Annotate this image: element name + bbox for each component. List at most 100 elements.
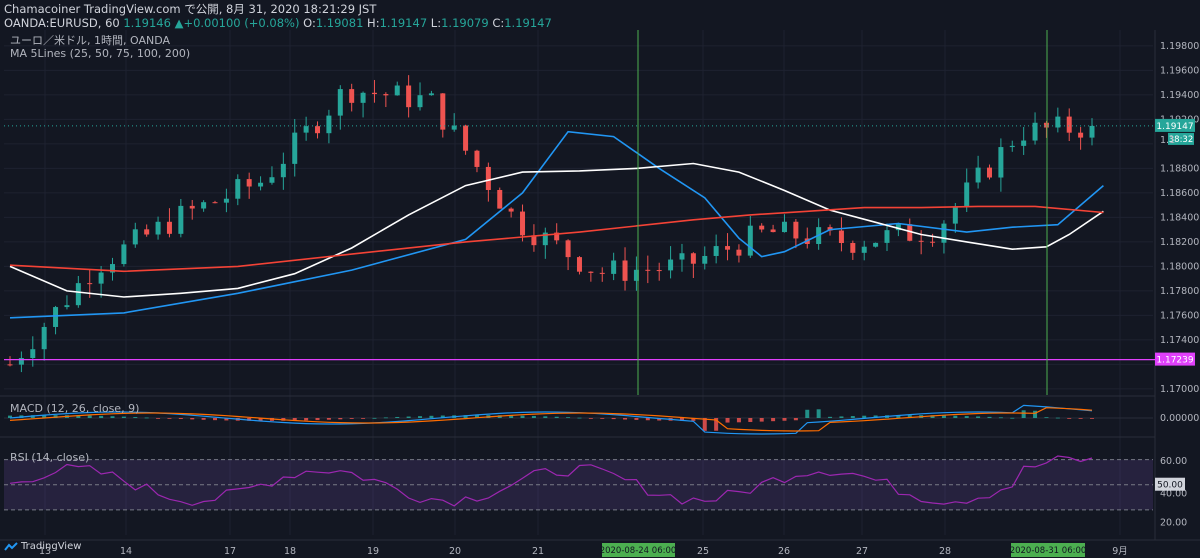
candle-body — [360, 92, 366, 103]
macd-histogram-bar — [76, 415, 81, 418]
macd-histogram-bar — [361, 418, 366, 419]
time-tick-label: 21 — [532, 546, 544, 557]
candle-body — [463, 125, 469, 151]
last-price: 1.19146 — [123, 16, 171, 30]
macd-histogram-bar — [1090, 418, 1094, 419]
macd-histogram-bar — [440, 415, 445, 418]
candle-body — [394, 85, 400, 96]
candle — [986, 164, 992, 180]
macd-histogram-bar — [463, 415, 468, 418]
candle — [98, 265, 104, 298]
macd-histogram-bar — [395, 416, 400, 418]
macd-histogram-bar — [531, 415, 536, 418]
price-tick-label: 1.17400 — [1160, 335, 1199, 346]
candle-body — [440, 93, 446, 130]
brand-label: TradingView — [21, 541, 82, 552]
candle — [30, 336, 36, 367]
macd-histogram-bar — [372, 417, 377, 419]
candle — [212, 200, 218, 204]
candle-body — [349, 89, 355, 103]
candle-body — [793, 221, 799, 239]
candle-body — [542, 232, 548, 246]
candle-body — [918, 240, 924, 242]
moving-average-line — [9, 162, 1104, 298]
candle — [110, 257, 116, 281]
candle — [850, 240, 856, 260]
candle — [132, 222, 138, 248]
rsi-badge — [1155, 477, 1185, 491]
rsi-legend[interactable]: RSI (14, close) — [10, 451, 90, 464]
candle — [246, 172, 252, 199]
rsi-line — [9, 455, 1093, 507]
candle — [759, 223, 765, 233]
candle-body — [451, 125, 457, 130]
candle — [41, 322, 47, 361]
macd-histogram-bar — [577, 417, 582, 419]
time-tick-label: 20 — [449, 546, 461, 557]
candle-body — [166, 221, 172, 234]
rsi-tick-label: 40.00 — [1160, 488, 1187, 499]
candle — [428, 90, 434, 96]
candle-body — [759, 225, 765, 230]
macd-histogram-bar — [520, 415, 525, 418]
candle — [280, 152, 286, 190]
macd-histogram-bar — [178, 418, 183, 419]
high-value: 1.19147 — [379, 16, 428, 30]
macd-histogram-bar — [748, 418, 753, 422]
candle — [713, 234, 719, 264]
candle — [155, 216, 161, 240]
candle — [770, 224, 776, 233]
main-pane-legend[interactable]: ユーロ／米ドル, 1時間, OANDA MA 5Lines (25, 50, 7… — [10, 34, 190, 60]
candle — [440, 93, 446, 138]
candle — [725, 233, 731, 261]
macd-histogram-bar — [816, 409, 821, 418]
candle — [371, 79, 377, 103]
macd-histogram-bar — [941, 415, 946, 418]
macd-histogram-bar — [907, 415, 912, 418]
candle — [53, 305, 59, 335]
countdown-badge — [1168, 132, 1194, 145]
candle — [622, 247, 628, 291]
symbol-label: OANDA:EURUSD, 60 — [4, 16, 120, 30]
candle — [144, 224, 150, 237]
macd-histogram-bar — [315, 418, 320, 421]
time-marker-text: 2020-08-31 06:00 — [1010, 546, 1087, 556]
candle-body — [178, 205, 184, 234]
tradingview-brand[interactable]: TradingView — [4, 541, 81, 552]
macd-histogram-bar — [429, 415, 434, 418]
macd-histogram-bar — [258, 418, 263, 421]
macd-histogram-bar — [850, 416, 855, 418]
candle-body — [554, 232, 560, 241]
candle-body — [121, 244, 127, 265]
candle-body — [246, 179, 252, 187]
macd-histogram-bar — [805, 409, 810, 418]
candle-body — [326, 115, 332, 134]
candle — [349, 83, 355, 112]
candle — [941, 220, 947, 254]
candle — [337, 85, 343, 130]
candle — [531, 224, 537, 252]
time-tick-label: 25 — [697, 546, 709, 557]
candle-body — [64, 305, 70, 308]
macd-histogram-bar — [406, 416, 411, 418]
macd-histogram-bar — [691, 418, 696, 421]
candle-body — [736, 249, 742, 256]
candle — [702, 246, 708, 270]
candle — [360, 91, 366, 118]
candle-body — [679, 253, 685, 260]
candle-body — [53, 307, 59, 327]
candle — [1089, 118, 1095, 146]
candle — [1078, 126, 1084, 150]
macd-histogram-bar — [133, 417, 138, 418]
rsi-pane — [4, 455, 1153, 511]
ma-indicator-label[interactable]: MA 5Lines (25, 50, 75, 100, 200) — [10, 47, 191, 60]
candle-body — [98, 272, 104, 284]
macd-histogram-bar — [42, 415, 47, 418]
macd-histogram-bar — [679, 418, 684, 421]
candle — [1032, 112, 1038, 145]
macd-legend[interactable]: MACD (12, 26, close, 9) — [10, 402, 140, 415]
macd-histogram-bar — [201, 418, 206, 420]
time-tick-label: 13 — [39, 546, 51, 557]
macd-histogram-bar — [862, 415, 867, 418]
